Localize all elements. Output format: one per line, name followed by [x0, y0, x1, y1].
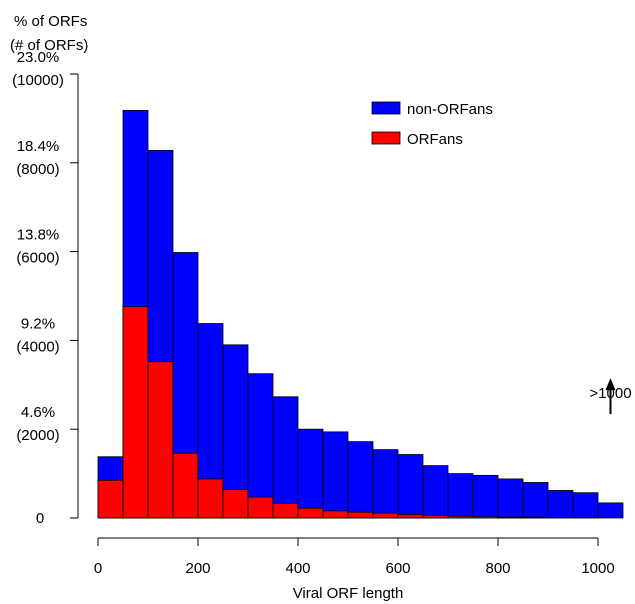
bar-non-orfans-550 [372, 449, 399, 519]
y-tick-label-count-4000: (4000) [16, 338, 59, 355]
bar-orfans-650 [422, 514, 449, 519]
overflow-annotation: >1000 [589, 378, 632, 415]
y-tick-label-count-2000: (2000) [16, 427, 59, 444]
y-axis-title-line1: % of ORFs [14, 13, 87, 30]
y-tick-label-count-10000: (10000) [12, 72, 64, 89]
bar-non-orfans-250 [222, 344, 249, 519]
bar-non-orfans-750 [472, 474, 499, 519]
bar-orfans-300 [247, 496, 274, 519]
bar-orfans-250 [222, 489, 249, 519]
x-tick-label-800: 800 [485, 560, 510, 577]
bar-orfans-600 [397, 514, 424, 519]
y-tick-label-pct-4000: 9.2% [21, 315, 55, 332]
bar-orfans-200 [197, 478, 224, 519]
bars-layer [97, 110, 624, 519]
y-tick-label-pct-6000: 13.8% [17, 227, 60, 244]
bar-orfans-450 [322, 510, 349, 519]
bar-orfans-100 [147, 361, 174, 519]
bar-non-orfans-450 [322, 431, 349, 519]
y-tick-label-0: 0 [36, 510, 44, 527]
legend-swatch-non-orfans [371, 101, 401, 115]
y-tick-label-count-6000: (6000) [16, 250, 59, 267]
y-tick-label-pct-2000: 4.6% [21, 404, 55, 421]
bar-orfans-550 [372, 512, 399, 519]
bar-orfans-800 [497, 516, 524, 519]
x-tick-label-600: 600 [385, 560, 410, 577]
bar-non-orfans-650 [422, 465, 449, 519]
bar-orfans-700 [447, 515, 474, 519]
bar-orfans-750 [472, 516, 499, 519]
y-tick-label-count-8000: (8000) [16, 161, 59, 178]
bar-non-orfans-900 [547, 490, 574, 519]
bar-orfans-350 [272, 502, 299, 519]
legend: non-ORFans ORFans [371, 101, 493, 148]
bar-non-orfans-850 [522, 482, 549, 519]
bar-non-orfans-1000 [597, 502, 624, 519]
overflow-arrow-head [605, 378, 616, 391]
bar-orfans-500 [347, 511, 374, 519]
bar-non-orfans-500 [347, 441, 374, 519]
bar-non-orfans-400 [297, 428, 324, 519]
bar-non-orfans-300 [247, 373, 274, 519]
legend-label-non-orfans: non-ORFans [407, 101, 493, 118]
x-tick-label-200: 200 [185, 560, 210, 577]
bar-orfans-850 [522, 516, 549, 519]
x-axis-title: Viral ORF length [293, 585, 404, 602]
bar-non-orfans-600 [397, 454, 424, 519]
bar-non-orfans-350 [272, 396, 299, 519]
y-tick-label-pct-8000: 18.4% [17, 138, 60, 155]
x-tick-label-400: 400 [285, 560, 310, 577]
y-tick-label-pct-10000: 23.0% [17, 49, 60, 66]
bar-orfans-150 [172, 452, 199, 519]
bar-orfans-50 [122, 306, 149, 519]
bar-non-orfans-950 [572, 492, 599, 519]
bar-non-orfans-800 [497, 478, 524, 519]
y-axis-title-line2: (# of ORFs) [10, 37, 88, 54]
legend-swatch-orfans [371, 131, 401, 145]
x-tick-label-0: 0 [94, 560, 102, 577]
x-tick-label-1000: 1000 [581, 560, 614, 577]
axes-layer: 0 4.6% (2000) 9.2% (4000) 13.8% (6000) 18.4% (80… [12, 49, 615, 577]
bar-non-orfans-700 [447, 473, 474, 519]
bar-orfans-0 [97, 479, 124, 519]
legend-label-orfans: ORFans [407, 131, 463, 148]
bar-orfans-400 [297, 507, 324, 519]
